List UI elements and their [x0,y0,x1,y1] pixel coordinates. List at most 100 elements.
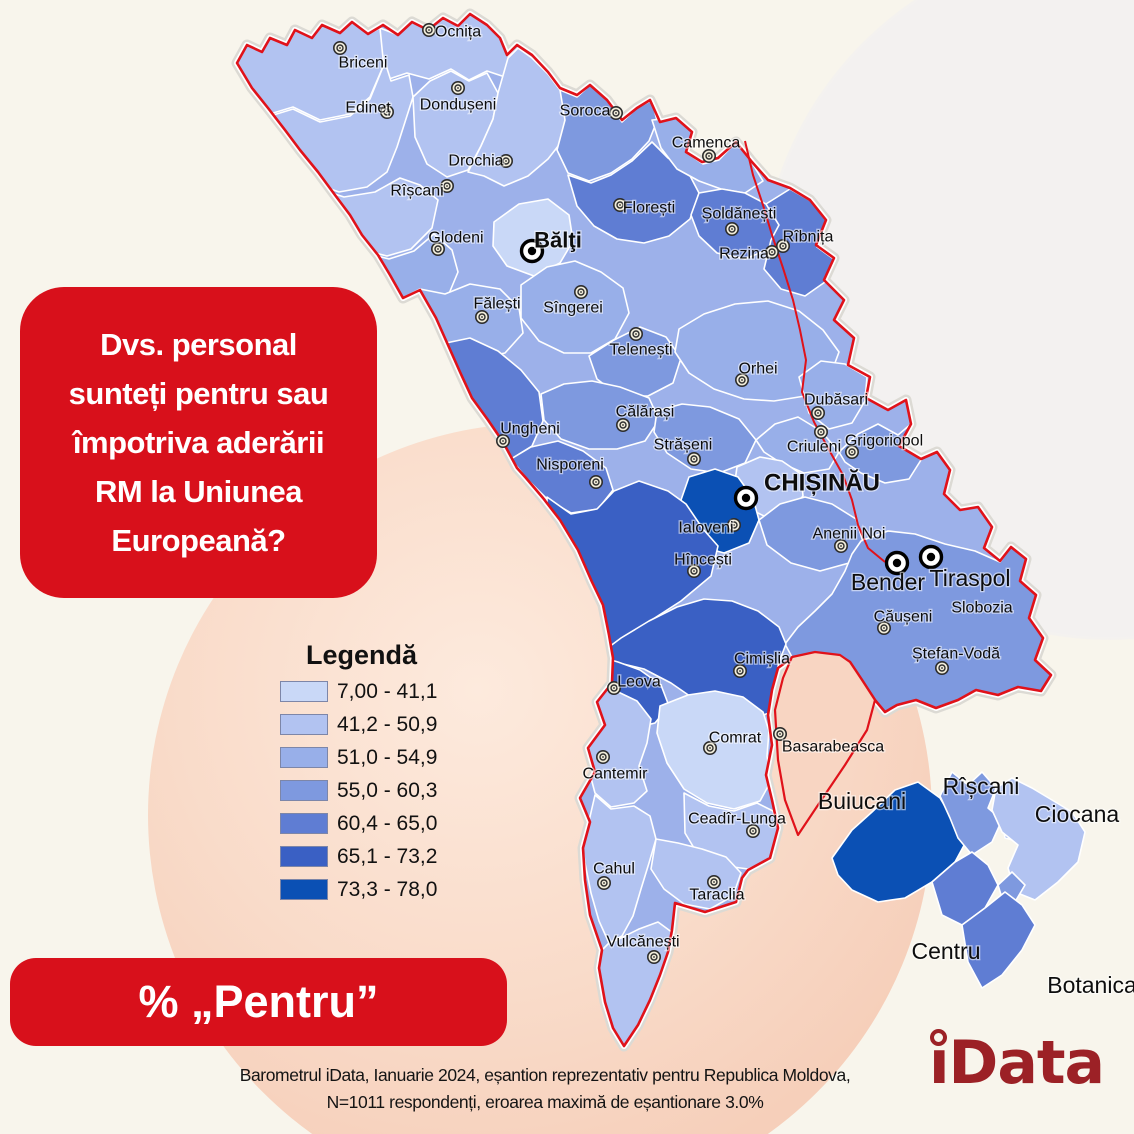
map-label-buiucani: Buiucani [818,788,906,814]
country-red-border [235,12,1053,1048]
legend-row: 55,0 - 60,3 [280,779,437,802]
town-marker [606,680,621,695]
town-marker [810,405,825,420]
survey-question-box: Dvs. personal sunteți pentru sau împotriva… [20,287,377,598]
map-label-ciocana: Ciocana [1035,801,1120,827]
legend-range-label: 60,4 - 65,0 [337,811,438,835]
legend-row: 51,0 - 54,9 [280,745,438,769]
map-label-centru: Centru [911,938,980,964]
map-label-flore-ti: Florești [623,200,675,217]
map-label-str-eni: Strășeni [654,437,713,454]
legend-swatch [280,681,328,702]
question-line: împotriva aderării [72,425,325,460]
town-marker [732,663,747,678]
town-marker [706,874,721,889]
city-marker [519,238,545,264]
map-label-slobozia: Slobozia [951,600,1012,617]
transnistria-border-line [744,140,886,563]
town-marker [379,105,394,120]
district-layer [237,14,1051,1046]
map-label-c-u-eni: Căușeni [874,609,933,626]
town-marker [474,309,489,324]
chisinau-inset-layer [831,771,1086,989]
town-marker [702,740,717,755]
town-marker [745,823,760,838]
map-label-s-ngerei: Sîngerei [543,300,603,317]
legend-range-label: 73,3 - 78,0 [337,877,438,901]
legend-swatch [280,747,328,768]
city-marker [733,485,759,511]
town-marker [612,198,627,213]
district-Basarabeasca [773,650,877,837]
district-Nisporeni [510,440,614,514]
question-line: sunteți pentru sau [68,376,329,411]
pentru-banner-label: % „Pentru” [138,976,379,1027]
legend-row: 73,3 - 78,0 [280,877,438,901]
map-label-dondu-eni: Dondușeni [420,97,497,114]
town-marker [775,239,790,254]
pentru-banner: % „Pentru” [10,958,507,1046]
legend-row: 60,4 - 65,0 [280,811,438,835]
town-marker [498,154,513,169]
logo-i-ring-dot [929,1029,947,1046]
town-marker [764,245,779,260]
legend-rows: 7,00 - 41,1 41,2 - 50,9 51,0 - 54,9 55,0 - … [280,680,438,901]
question-line: RM la Uniunea [94,474,303,509]
map-label-briceni: Briceni [339,55,388,72]
legend-row: 65,1 - 73,2 [280,844,438,868]
map-label-h-nce-ti: Hîncești [674,552,732,569]
town-marker [430,242,445,257]
map-label-ungheni: Ungheni [500,421,560,438]
town-marker [844,444,859,459]
map-label-b-l-i: Bălţi [534,228,582,253]
town-marker [934,660,949,675]
footer-line-2: N=1011 respondenți, eroarea maximă de eș… [326,1092,764,1112]
idata-logo: ı Data [929,1028,1105,1098]
map-label--old-ne-ti: Șoldănești [702,206,777,223]
map-label-taraclia: Taraclia [689,887,744,904]
map-label-chi-in-u: CHIȘINĂU [764,468,880,496]
map-legend: Legendă 7,00 - 41,1 41,2 - 50,9 51,0 - 54,… [280,640,437,912]
town-marker [439,179,454,194]
legend-range-label: 65,1 - 73,2 [337,844,438,868]
legend-range-label: 51,0 - 54,9 [337,745,438,769]
town-marker [686,563,701,578]
map-label-r-cani: Rîșcani [943,773,1020,799]
map-label-rezina: Rezina [719,246,769,263]
logo-rest: Data [948,1028,1105,1098]
map-label-cimi-lia: Cimișlia [734,651,790,668]
map-label-grigoriopol: Grigoriopol [845,433,923,450]
town-marker [573,284,588,299]
town-marker [450,81,465,96]
city-marker [884,550,910,576]
question-line: Europeană? [111,523,286,558]
town-marker [686,451,701,466]
legend-swatch [280,846,328,867]
town-marker [724,222,739,237]
legend-row: 41,2 - 50,9 [280,713,437,736]
map-label-telene-ti: Telenești [609,342,672,359]
basarabeasca-nodata-region [773,650,877,837]
city-marker [918,544,944,570]
legend-swatch [280,879,328,900]
map-label-orhei: Orhei [738,361,777,378]
district-Taraclia [650,838,742,910]
town-marker [876,620,891,635]
map-label-cantemir: Cantemir [583,766,649,783]
map-label-ocni-a: Ocnița [435,24,481,41]
map-label-cead-r-lunga: Ceadîr-Lunga [688,811,786,828]
town-marker [596,875,611,890]
map-label-drochia: Drochia [448,153,503,170]
map-label-leova: Leova [617,674,661,691]
district-labels-layer: Ocnița Briceni Edineț Dondușeni Soroca Drochi… [337,22,1134,999]
map-label--tefan-vod-: Ștefan-Vodă [912,646,1000,663]
footer-line-1: Barometrul iData, Ianuarie 2024, eșantio… [239,1065,851,1085]
town-marker [495,433,510,448]
map-label-c-l-ra-i: Călărași [616,404,675,421]
legend-row: 7,00 - 41,1 [280,680,437,703]
town-marker [833,538,848,553]
legend-swatch [280,780,328,801]
map-label-criuleni: Criuleni [787,439,841,456]
town-marker [646,949,661,964]
district-Bălți [492,198,574,277]
